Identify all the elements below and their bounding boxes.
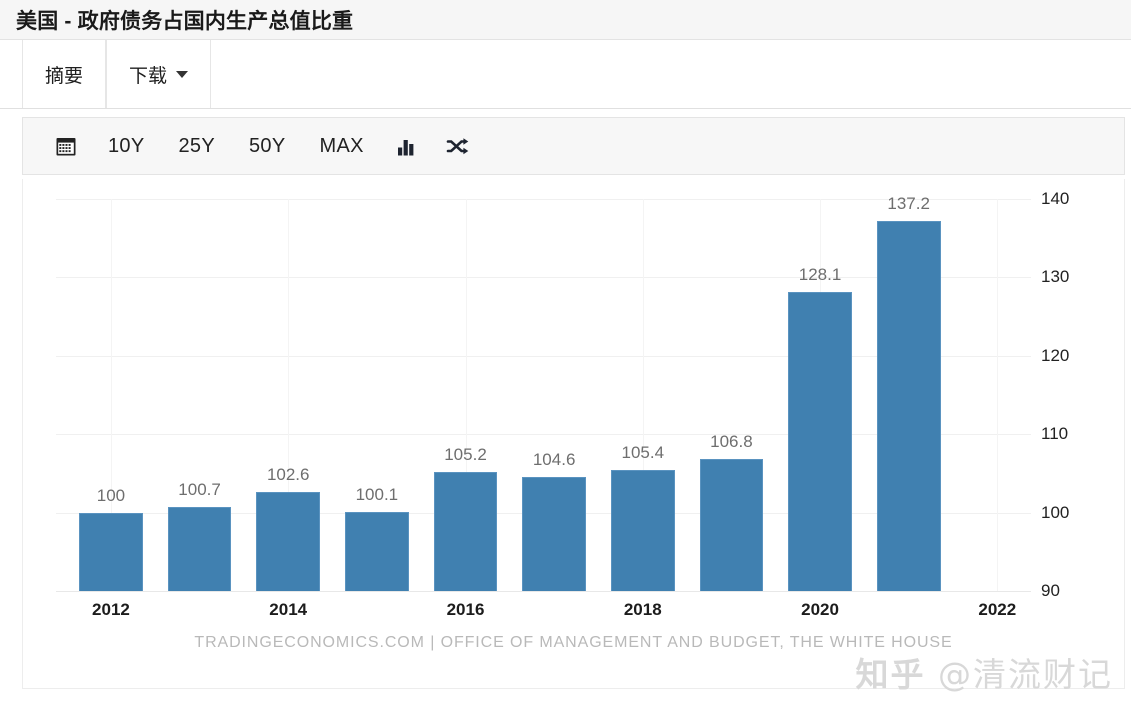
gridline [56, 591, 1031, 592]
bar-value-label: 137.2 [887, 193, 930, 213]
shuffle-icon[interactable] [431, 118, 483, 174]
gridline [56, 277, 1031, 279]
title-bar: 美国 - 政府债务占国内生产总值比重 [0, 0, 1131, 40]
gridline [56, 434, 1031, 436]
chart-source-text: TRADINGECONOMICS.COM | OFFICE OF MANAGEM… [194, 634, 953, 651]
chart-bar[interactable] [522, 476, 587, 591]
tab-download[interactable]: 下载 [106, 40, 212, 108]
bar-value-label: 105.4 [621, 443, 665, 463]
range-50y-button[interactable]: 50Y [232, 118, 303, 174]
x-axis-tick-mark [465, 199, 467, 591]
range-50y-label: 50Y [249, 134, 286, 157]
bar-value-label: 128.1 [798, 265, 842, 285]
x-axis-tick-label: 2016 [446, 600, 485, 619]
bar-value-label: 104.6 [532, 449, 576, 469]
range-25y-button[interactable]: 25Y [162, 118, 233, 174]
bar-value-label: 102.6 [266, 465, 310, 485]
calendar-icon[interactable] [41, 118, 91, 174]
chart-plot-area: 100 100.7 102.6 100.1 105.2 104.6 105.4 106.8 12… [56, 189, 1069, 619]
bar-value-label: 100.7 [178, 480, 221, 500]
chart-bar[interactable] [876, 220, 941, 591]
chart-toolbar: 10Y 25Y 50Y MAX [22, 117, 1125, 175]
chevron-down-icon [176, 70, 189, 78]
x-axis-tick-label: 2018 [623, 600, 662, 619]
chart-bar[interactable] [699, 459, 764, 591]
y-axis-tick-label: 90 [1041, 581, 1060, 600]
tab-strip: 摘要 下载 [0, 40, 1131, 109]
bar-value-label: 100 [96, 485, 126, 505]
tab-summary-label: 摘要 [45, 65, 84, 87]
x-axis-tick-label: 2012 [92, 600, 130, 619]
range-max-label: MAX [319, 134, 364, 157]
tab-download-label: 下载 [129, 65, 168, 87]
y-axis-tick-label: 100 [1041, 502, 1070, 522]
x-axis-tick-mark [110, 199, 112, 591]
y-axis-tick-label: 110 [1041, 424, 1069, 444]
x-axis-tick-mark [997, 199, 999, 591]
bar-value-label: 105.2 [444, 444, 487, 464]
chart-bar[interactable] [610, 470, 675, 591]
chart-bar[interactable] [167, 507, 232, 591]
chart-container: 100 100.7 102.6 100.1 105.2 104.6 105.4 106.8 12… [22, 179, 1125, 689]
tab-summary[interactable]: 摘要 [22, 40, 107, 108]
range-25y-label: 25Y [178, 134, 215, 157]
bar-value-label: 106.8 [710, 432, 753, 452]
chart-bar[interactable] [344, 511, 409, 591]
y-axis-tick-label: 140 [1041, 189, 1070, 208]
bar-value-label: 100.1 [355, 484, 399, 504]
gridline [56, 355, 1031, 357]
page-title: 美国 - 政府债务占国内生产总值比重 [16, 9, 354, 33]
x-axis-tick-mark [642, 199, 644, 591]
y-axis-tick-label: 130 [1041, 267, 1070, 287]
gridline [56, 199, 1031, 200]
chart-bar[interactable] [256, 492, 321, 591]
bar-chart-icon[interactable] [381, 118, 431, 174]
y-axis-tick-label: 120 [1041, 345, 1070, 365]
x-axis-tick-label: 2022 [978, 600, 1017, 619]
chart-bars: 100 100.7 102.6 100.1 105.2 104.6 105.4 106.8 12… [56, 194, 1031, 591]
x-axis-tick-label: 2020 [801, 600, 839, 619]
range-10y-label: 10Y [108, 134, 145, 157]
range-max-button[interactable]: MAX [303, 118, 381, 174]
chart-bar[interactable] [79, 512, 143, 591]
x-axis-tick-mark [288, 199, 290, 591]
x-axis-tick-label: 2014 [269, 600, 308, 619]
range-10y-button[interactable]: 10Y [91, 118, 162, 174]
chart-bar[interactable] [788, 292, 852, 591]
chart-bar[interactable] [433, 471, 498, 591]
